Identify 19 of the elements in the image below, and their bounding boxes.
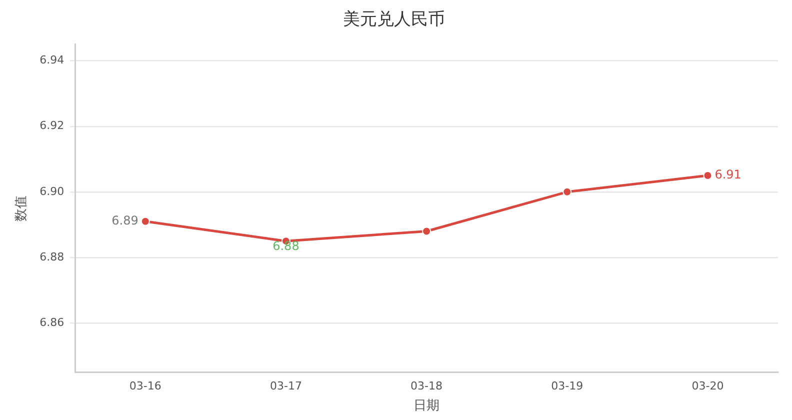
x-tick-label: 03-18 <box>410 380 443 393</box>
y-axis-title: 数值 <box>14 195 30 222</box>
x-tick-label: 03-17 <box>270 380 302 393</box>
point <box>562 187 572 196</box>
x-tick-label: 03-20 <box>692 380 724 393</box>
y-tick-label: 6.86 <box>40 316 64 329</box>
y-tick-label: 6.94 <box>40 54 64 67</box>
y-tick-label: 6.92 <box>40 119 64 132</box>
data-label: 6.89 <box>112 214 138 228</box>
data-label: 6.91 <box>714 168 742 182</box>
point <box>140 216 150 226</box>
x-axis-title: 日期 <box>414 398 440 414</box>
x-tick-label: 03-19 <box>551 380 584 393</box>
y-tick-label: 6.90 <box>40 184 64 198</box>
point <box>422 226 432 236</box>
data-label: 6.88 <box>272 239 300 254</box>
chart-title: 美元兑人民币 <box>343 10 445 30</box>
y-tick-label: 6.88 <box>40 250 64 264</box>
x-tick-label: 03-16 <box>129 380 162 393</box>
